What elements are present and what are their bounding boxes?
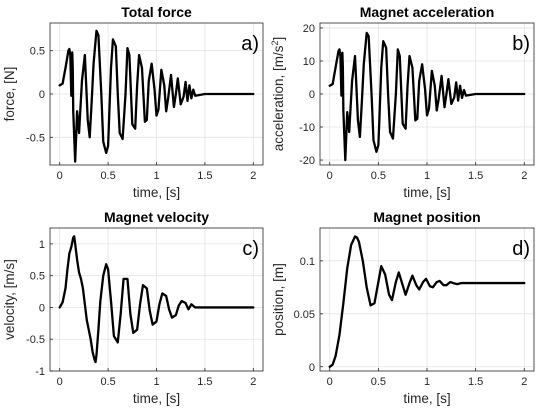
x-tick-label: 2 — [521, 376, 527, 388]
y-tick-label: 0 — [39, 89, 45, 101]
y-tick-label: 0 — [309, 89, 315, 101]
y-tick-label: 0 — [309, 362, 315, 374]
x-tick-label: 0 — [327, 170, 333, 182]
x-tick-label: 2 — [250, 170, 256, 182]
x-tick-label: 0.5 — [100, 376, 115, 388]
y-tick-label: -20 — [299, 155, 315, 167]
x-tick-label: 0.5 — [100, 170, 115, 182]
ticks-magnet-acceleration: 0 0.5 1 1.5 2 -20 -10 0 10 20 — [299, 23, 527, 182]
title-magnet-position: Magnet position — [373, 209, 480, 225]
y-tick-label: -0.5 — [26, 334, 45, 346]
ylabel-sup: 2 — [270, 40, 280, 45]
title-magnet-velocity: Magnet velocity — [104, 209, 209, 225]
panel-label-d: d) — [512, 238, 530, 260]
ylabel-end: ] — [271, 37, 286, 41]
xlabel-total-force: time, [s] — [133, 185, 180, 200]
x-tick-label: 1.5 — [197, 170, 212, 182]
panel-label-a: a) — [241, 33, 259, 55]
x-tick-label: 0.5 — [371, 170, 386, 182]
title-magnet-acceleration: Magnet acceleration — [360, 4, 495, 20]
ylabel-magnet-velocity: velocity, [m/s] — [2, 259, 17, 340]
x-tick-label: 0 — [327, 376, 333, 388]
series-magnet-position — [328, 235, 526, 368]
axes-frame-magnet-position — [319, 227, 535, 372]
x-tick-label: 1 — [153, 170, 159, 182]
grid-magnet-position — [320, 228, 534, 371]
panel-magnet-velocity: 0 0.5 1 1.5 2 -1 -0.5 0 0.5 1 Magnet velocity tim… — [2, 209, 264, 406]
ylabel-magnet-acceleration: acceleration, [m/s2] — [270, 37, 286, 152]
ylabel-main: acceleration, [m/s — [271, 45, 286, 151]
xlabel-magnet-acceleration: time, [s] — [403, 185, 450, 200]
axes-frame-magnet-acceleration — [319, 22, 535, 166]
y-tick-label: -0.5 — [26, 132, 45, 144]
ticks-magnet-position: 0 0.5 1 1.5 2 0 0.05 0.1 — [294, 256, 528, 388]
y-tick-label: 1 — [39, 239, 45, 251]
x-tick-label: 1 — [153, 376, 159, 388]
ticks-magnet-velocity: 0 0.5 1 1.5 2 -1 -0.5 0 0.5 1 — [26, 239, 256, 388]
x-tick-label: 1.5 — [197, 376, 212, 388]
x-tick-label: 2 — [521, 170, 527, 182]
x-tick-label: 0 — [57, 376, 63, 388]
panel-total-force: 0 0.5 1 1.5 2-0.500.5 Total force time, [s] … — [2, 4, 264, 200]
ylabel-magnet-position: position, [m] — [271, 263, 286, 336]
x-tick-label: 0.5 — [371, 376, 386, 388]
y-tick-label: 0.1 — [300, 256, 315, 268]
x-tick-label: 1.5 — [468, 376, 483, 388]
grid-magnet-velocity — [50, 228, 263, 372]
series-magnet-acceleration — [328, 31, 526, 162]
xlabel-magnet-position: time, [s] — [403, 391, 450, 406]
panel-magnet-position: 0 0.5 1 1.5 2 0 0.05 0.1 Magnet position time, … — [271, 209, 535, 406]
x-tick-label: 1.5 — [468, 170, 483, 182]
y-tick-label: -1 — [35, 366, 45, 378]
x-tick-label: 1 — [424, 376, 430, 388]
series-magnet-velocity — [58, 235, 255, 364]
series-total-force — [58, 29, 255, 163]
x-tick-label: 0 — [57, 170, 63, 182]
y-tick-label: 0 — [39, 302, 45, 314]
x-tick-label: 2 — [250, 376, 256, 388]
y-tick-label: 0.5 — [30, 46, 45, 58]
x-tick-label: 1 — [424, 170, 430, 182]
xlabel-magnet-velocity: time, [s] — [133, 391, 180, 406]
title-total-force: Total force — [121, 4, 192, 20]
panel-label-c: c) — [242, 238, 259, 260]
y-tick-label: -10 — [299, 122, 315, 134]
axes-frame-total-force — [49, 22, 264, 166]
y-tick-label: 10 — [303, 56, 315, 68]
y-tick-label: 20 — [303, 23, 315, 35]
panel-label-b: b) — [512, 33, 530, 55]
y-tick-label: 0.05 — [294, 309, 315, 321]
ticks-total-force: 0 0.5 1 1.5 2 -0.5 0 0.5 — [26, 46, 256, 182]
y-tick-label: 0.5 — [30, 271, 45, 283]
ylabel-total-force: force, [N] — [2, 67, 17, 122]
axes-frame-magnet-velocity — [49, 227, 264, 372]
panel-magnet-acceleration: 0 0.5 1 1.5 2 -20 -10 0 10 20 Magnet acceleration… — [270, 4, 535, 200]
